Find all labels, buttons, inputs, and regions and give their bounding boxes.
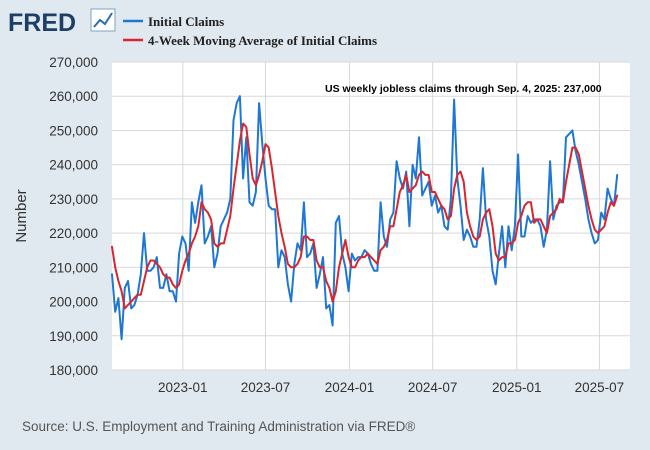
x-tick-label: 2024-07 (408, 380, 458, 395)
legend: Initial Claims 4-Week Moving Average of … (123, 14, 377, 48)
series-lines (111, 95, 619, 341)
y-tick-label: 230,000 (49, 192, 98, 207)
source-note: Source: U.S. Employment and Training Adm… (22, 419, 415, 434)
fred-logo[interactable]: FRED (8, 8, 116, 37)
y-tick-label: 200,000 (49, 295, 98, 310)
x-tick-label: 2025-07 (575, 380, 625, 395)
y-tick-label: 210,000 (49, 260, 98, 275)
x-axis-ticks: 2023-01 2023-07 2024-01 2024-07 2025-01 2025-… (158, 380, 624, 395)
y-tick-label: 250,000 (49, 123, 98, 138)
legend-label-initial-claims: Initial Claims (148, 14, 224, 29)
y-axis-ticks: 180,000 190,000 200,000 210,000 220,000 230,0… (49, 55, 98, 378)
fred-logo-text: FRED (8, 9, 76, 37)
x-tick-label: 2024-01 (325, 380, 375, 395)
legend-label-moving-average: 4-Week Moving Average of Initial Claims (148, 33, 377, 48)
x-tick-label: 2023-07 (241, 380, 291, 395)
x-tick-label: 2023-01 (158, 380, 208, 395)
series-line-moving-average (111, 122, 619, 310)
y-tick-label: 240,000 (49, 158, 98, 173)
y-tick-label: 270,000 (49, 55, 98, 70)
x-tick-label: 2025-01 (492, 380, 542, 395)
y-axis-label: Number (13, 189, 30, 242)
y-tick-label: 260,000 (49, 89, 98, 104)
y-tick-label: 190,000 (49, 329, 98, 344)
y-tick-label: 180,000 (49, 363, 98, 378)
chart-annotation: US weekly jobless claims through Sep. 4,… (325, 83, 602, 95)
plot-area (112, 62, 630, 370)
y-tick-label: 220,000 (49, 226, 98, 241)
fred-graph-icon (90, 8, 116, 32)
